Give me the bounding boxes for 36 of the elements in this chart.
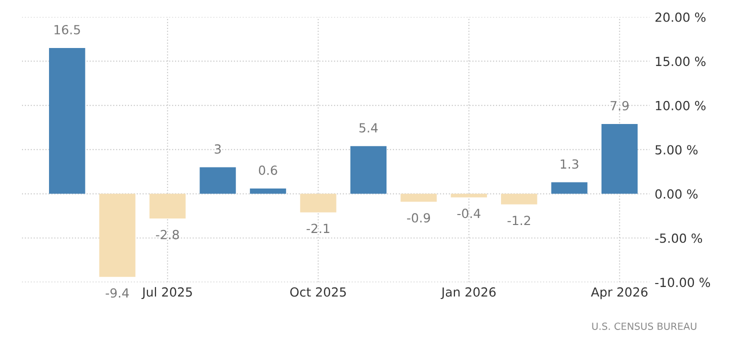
x-tick-label: Apr 2026 — [590, 287, 648, 300]
bar — [400, 194, 437, 202]
y-tick-label: -10.00 % — [655, 278, 710, 288]
bar — [551, 182, 588, 194]
data-label: 0.6 — [258, 166, 278, 175]
y-tick-label: 5.00 % — [656, 145, 698, 155]
bar — [200, 167, 236, 194]
data-label: -0.4 — [457, 208, 480, 218]
text: U.S. CENSUS BUREAU — [592, 322, 696, 330]
data-label: -2.8 — [156, 230, 179, 240]
bar — [450, 194, 487, 198]
x-tick-label: Jan 2026 — [440, 287, 496, 300]
data-label: -2.1 — [306, 224, 330, 233]
y-tick-label: 15.00 % — [656, 56, 706, 66]
data-label: -9.4 — [106, 288, 129, 298]
bar — [501, 194, 538, 204]
x-tick-label: Jul 2025 — [141, 287, 192, 300]
data-label: -1.2 — [508, 216, 530, 226]
bar — [250, 188, 286, 194]
data-label: 3 — [214, 144, 221, 154]
bar — [99, 194, 136, 277]
data-label: 5.4 — [359, 123, 378, 133]
y-tick-label: 10.00 % — [656, 100, 706, 110]
bar — [601, 124, 638, 194]
data-label: -0.9 — [407, 213, 430, 223]
bar — [350, 146, 387, 194]
bar — [49, 48, 86, 194]
y-tick-label: 20.00 % — [655, 12, 706, 22]
y-tick-label: 0.00 % — [655, 189, 698, 199]
x-tick-label: Oct 2025 — [290, 287, 346, 297]
y-tick-label: -5.00 % — [655, 233, 702, 243]
data-label: 16.5 — [54, 24, 80, 34]
data-label: 1.3 — [560, 159, 578, 169]
data-label: 7.9 — [610, 100, 629, 110]
bar — [149, 194, 186, 219]
bar — [300, 194, 336, 212]
